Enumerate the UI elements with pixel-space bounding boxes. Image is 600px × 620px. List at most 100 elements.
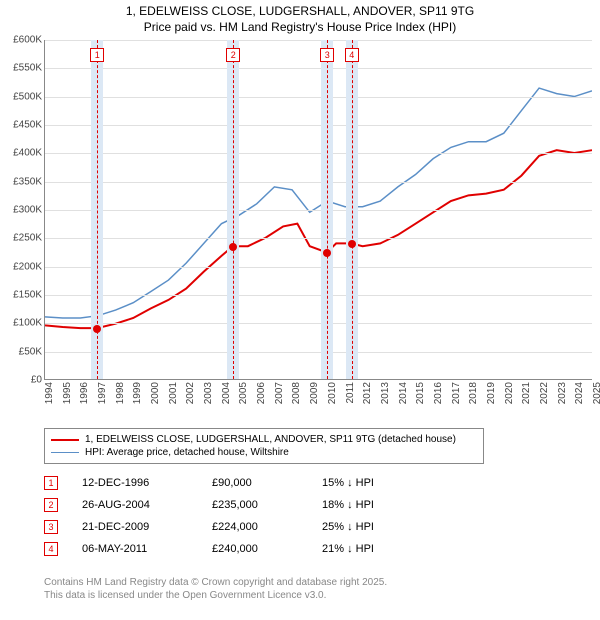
x-tick-label: 2007: [274, 382, 285, 404]
sale-price: £90,000: [212, 477, 322, 489]
y-tick-label: £0: [31, 375, 42, 386]
footer-line2: This data is licensed under the Open Gov…: [44, 589, 387, 602]
x-tick-label: 1998: [115, 382, 126, 404]
x-tick-label: 2010: [327, 382, 338, 404]
gridline: [45, 323, 592, 324]
x-tick-label: 2015: [415, 382, 426, 404]
gridline: [45, 352, 592, 353]
sale-point: [229, 243, 237, 251]
y-tick-label: £300K: [13, 205, 42, 216]
title-line1: 1, EDELWEISS CLOSE, LUDGERSHALL, ANDOVER…: [0, 4, 600, 20]
legend-label: 1, EDELWEISS CLOSE, LUDGERSHALL, ANDOVER…: [85, 434, 456, 445]
y-tick-label: £500K: [13, 91, 42, 102]
y-axis: £0£50K£100K£150K£200K£250K£300K£350K£400…: [0, 40, 44, 380]
sale-vline: [233, 40, 234, 379]
x-tick-label: 2003: [203, 382, 214, 404]
y-tick-label: £100K: [13, 318, 42, 329]
x-tick-label: 2014: [398, 382, 409, 404]
y-tick-label: £250K: [13, 233, 42, 244]
legend-swatch: [51, 452, 79, 453]
x-tick-label: 2022: [539, 382, 550, 404]
chart-container: 1, EDELWEISS CLOSE, LUDGERSHALL, ANDOVER…: [0, 0, 600, 620]
sale-price: £235,000: [212, 499, 322, 511]
y-tick-label: £150K: [13, 290, 42, 301]
x-tick-label: 1994: [44, 382, 55, 404]
sale-date: 06-MAY-2011: [82, 543, 212, 555]
sale-date: 12-DEC-1996: [82, 477, 212, 489]
x-tick-label: 2013: [380, 382, 391, 404]
x-tick-label: 2020: [504, 382, 515, 404]
y-tick-label: £600K: [13, 35, 42, 46]
x-tick-label: 2019: [486, 382, 497, 404]
x-tick-label: 2012: [362, 382, 373, 404]
sale-vline: [327, 40, 328, 379]
y-tick-label: £350K: [13, 176, 42, 187]
sale-point: [93, 325, 101, 333]
sale-delta: 25% ↓ HPI: [322, 521, 374, 533]
gridline: [45, 125, 592, 126]
x-tick-label: 1996: [79, 382, 90, 404]
x-tick-label: 2018: [468, 382, 479, 404]
sale-price: £240,000: [212, 543, 322, 555]
x-tick-label: 2025: [592, 382, 600, 404]
sale-date: 21-DEC-2009: [82, 521, 212, 533]
gridline: [45, 267, 592, 268]
x-axis: 1994199519961997199819992000200120022003…: [44, 380, 592, 420]
sale-number-box: 3: [44, 520, 58, 534]
x-tick-label: 2006: [256, 382, 267, 404]
sale-point: [323, 249, 331, 257]
sales-table: 1 12-DEC-1996£90,00015% ↓ HPI 226-AUG-2004…: [44, 472, 374, 560]
x-tick-label: 2000: [150, 382, 161, 404]
x-tick-label: 2024: [574, 382, 585, 404]
x-tick-label: 2004: [221, 382, 232, 404]
x-tick-label: 2008: [291, 382, 302, 404]
footer-line1: Contains HM Land Registry data © Crown c…: [44, 576, 387, 589]
sale-marker: 3: [320, 48, 334, 62]
title-block: 1, EDELWEISS CLOSE, LUDGERSHALL, ANDOVER…: [0, 0, 600, 35]
sale-marker: 2: [226, 48, 240, 62]
y-tick-label: £50K: [19, 346, 42, 357]
sale-point: [348, 240, 356, 248]
gridline: [45, 238, 592, 239]
x-tick-label: 2001: [168, 382, 179, 404]
x-tick-label: 2005: [238, 382, 249, 404]
sale-table-row: 226-AUG-2004£235,00018% ↓ HPI: [44, 494, 374, 516]
sale-table-row: 1 12-DEC-1996£90,00015% ↓ HPI: [44, 472, 374, 494]
legend-item: HPI: Average price, detached house, Wilt…: [51, 446, 477, 459]
sale-delta: 15% ↓ HPI: [322, 477, 374, 489]
x-tick-label: 2011: [345, 382, 356, 404]
legend-item: 1, EDELWEISS CLOSE, LUDGERSHALL, ANDOVER…: [51, 433, 477, 446]
sale-price: £224,000: [212, 521, 322, 533]
sale-number-box: 1: [44, 476, 58, 490]
y-tick-label: £400K: [13, 148, 42, 159]
gridline: [45, 210, 592, 211]
sale-table-row: 3 21-DEC-2009£224,00025% ↓ HPI: [44, 516, 374, 538]
x-tick-label: 2002: [185, 382, 196, 404]
x-tick-label: 2017: [451, 382, 462, 404]
x-tick-label: 2009: [309, 382, 320, 404]
legend-label: HPI: Average price, detached house, Wilt…: [85, 447, 289, 458]
sale-number-box: 2: [44, 498, 58, 512]
sale-marker: 1: [90, 48, 104, 62]
gridline: [45, 153, 592, 154]
y-tick-label: £200K: [13, 261, 42, 272]
gridline: [45, 295, 592, 296]
x-tick-label: 1997: [97, 382, 108, 404]
legend-swatch: [51, 439, 79, 441]
legend: 1, EDELWEISS CLOSE, LUDGERSHALL, ANDOVER…: [44, 428, 484, 464]
hpi-line: [45, 88, 592, 318]
x-tick-label: 2021: [521, 382, 532, 404]
sale-table-row: 406-MAY-2011£240,00021% ↓ HPI: [44, 538, 374, 560]
title-line2: Price paid vs. HM Land Registry's House …: [0, 20, 600, 36]
chart-area: £0 £50K £100K £150K £200K £250K £300K £350K £400…: [0, 40, 600, 420]
plot-area: 1234: [44, 40, 592, 380]
sale-number-box: 4: [44, 542, 58, 556]
sale-delta: 18% ↓ HPI: [322, 499, 374, 511]
gridline: [45, 97, 592, 98]
x-tick-label: 2023: [557, 382, 568, 404]
x-tick-label: 1995: [62, 382, 73, 404]
gridline: [45, 182, 592, 183]
x-tick-label: 2016: [433, 382, 444, 404]
y-tick-label: £550K: [13, 63, 42, 74]
gridline: [45, 68, 592, 69]
